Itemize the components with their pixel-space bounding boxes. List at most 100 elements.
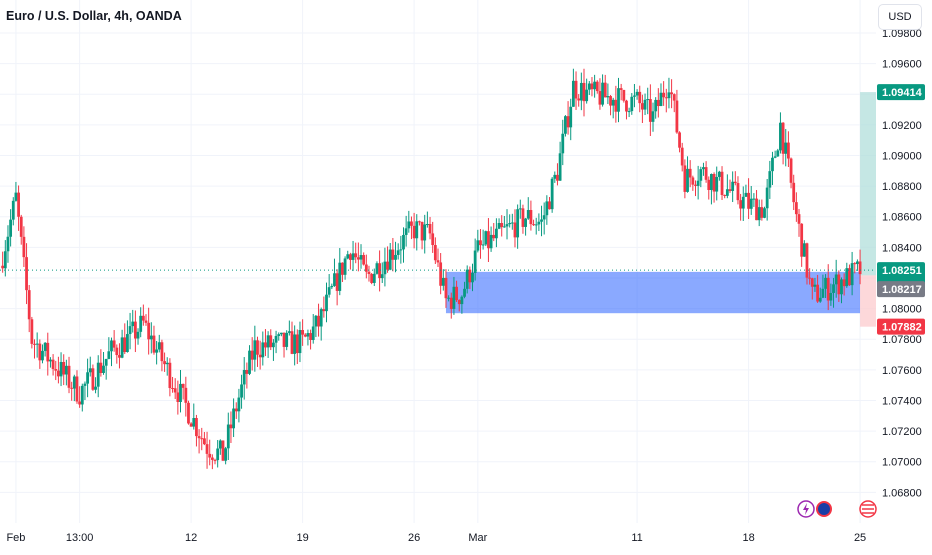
candle-down: [728, 189, 732, 191]
candle-down: [301, 330, 305, 335]
zones: [445, 92, 876, 327]
candle-down: [99, 362, 103, 374]
candle-up: [840, 279, 843, 295]
entry-price-label-bg: [877, 281, 925, 298]
candle-down: [837, 274, 841, 295]
candle-up: [96, 362, 100, 387]
candle-up: [579, 82, 583, 101]
candle-down: [187, 402, 190, 424]
candle-up: [49, 359, 52, 362]
y-tick-label: 1.08800: [882, 181, 922, 193]
candle-up: [771, 157, 774, 172]
x-tick-label: 25: [854, 532, 866, 544]
candle-up: [564, 116, 567, 134]
candle-up: [561, 133, 565, 154]
candle-down: [789, 158, 793, 183]
candle-up: [850, 263, 854, 286]
candle-up: [484, 231, 488, 245]
candle-up: [232, 408, 235, 429]
candle-down: [436, 260, 440, 263]
candle-down: [598, 91, 602, 105]
candle-up: [558, 153, 562, 181]
candle-down: [468, 269, 472, 283]
x-tick-label: 13:00: [66, 532, 94, 544]
candle-down: [1, 265, 5, 269]
candle-down: [370, 274, 374, 283]
candle-up: [327, 287, 331, 295]
candle-up: [601, 82, 604, 105]
candle-down: [431, 233, 435, 246]
lightning-glyph-icon: [803, 503, 809, 515]
candle-down: [367, 271, 371, 275]
candle-down: [30, 319, 34, 344]
candle-down: [720, 171, 724, 195]
candle-down: [816, 284, 819, 302]
candle-down: [264, 342, 267, 348]
candle-up: [157, 342, 161, 350]
candle-down: [704, 167, 708, 180]
candle-down: [144, 320, 148, 323]
candle-down: [303, 334, 307, 337]
candle-up: [497, 223, 501, 229]
candle-up: [351, 253, 355, 260]
candle-up: [128, 326, 132, 335]
candle-down: [797, 214, 801, 224]
candle-up: [611, 99, 615, 106]
candle-down: [234, 408, 238, 412]
candle-down: [487, 231, 490, 249]
candle-up: [587, 83, 591, 90]
candle-up: [372, 273, 376, 283]
candle-down: [428, 224, 432, 234]
candle-up: [388, 249, 392, 270]
candle-down: [141, 315, 145, 321]
candle-up: [856, 261, 859, 265]
symbol-title[interactable]: Euro / U.S. Dollar, 4h, OANDA: [6, 9, 182, 23]
candle-up: [731, 181, 735, 191]
candle-down: [566, 116, 570, 128]
candle-up: [643, 99, 647, 110]
candle-up: [192, 418, 196, 427]
candle-up: [635, 91, 639, 96]
candle-up: [749, 198, 753, 209]
target-price-label: 1.09414: [882, 87, 923, 99]
candle-up: [696, 180, 700, 186]
candle-up: [139, 315, 143, 332]
candle-down: [680, 147, 684, 166]
candle-up: [375, 263, 379, 274]
candle-up: [333, 273, 336, 286]
candle-up: [476, 240, 480, 251]
candle-down: [335, 273, 339, 291]
candle-up: [773, 156, 777, 158]
candle-up: [155, 349, 159, 353]
candle-up: [261, 342, 265, 358]
candle-down: [747, 192, 750, 209]
event-icons: [797, 500, 877, 518]
candle-down: [529, 210, 533, 225]
candle-up: [542, 215, 546, 220]
candle-down: [712, 173, 716, 192]
candle-down: [356, 257, 360, 260]
currency-button[interactable]: USD: [878, 4, 922, 30]
candle-down: [51, 359, 55, 370]
candle-down: [168, 362, 172, 389]
y-tick-label: 1.07200: [882, 426, 922, 438]
candle-down: [805, 243, 809, 278]
x-tick-label: Feb: [6, 532, 25, 544]
candle-up: [571, 80, 575, 107]
candle-down: [91, 368, 95, 390]
candle-up: [593, 81, 597, 90]
candle-up: [423, 224, 427, 241]
candle-down: [638, 91, 642, 104]
candle-up: [338, 262, 342, 291]
y-tick-label: 1.09600: [882, 59, 922, 71]
candle-down: [800, 223, 804, 257]
candle-up: [343, 258, 347, 275]
candle-up: [224, 448, 228, 461]
candle-down: [354, 253, 358, 258]
candle-down: [290, 331, 294, 354]
candle-up: [744, 192, 748, 197]
candle-up: [518, 208, 522, 210]
candle-down: [418, 221, 421, 223]
